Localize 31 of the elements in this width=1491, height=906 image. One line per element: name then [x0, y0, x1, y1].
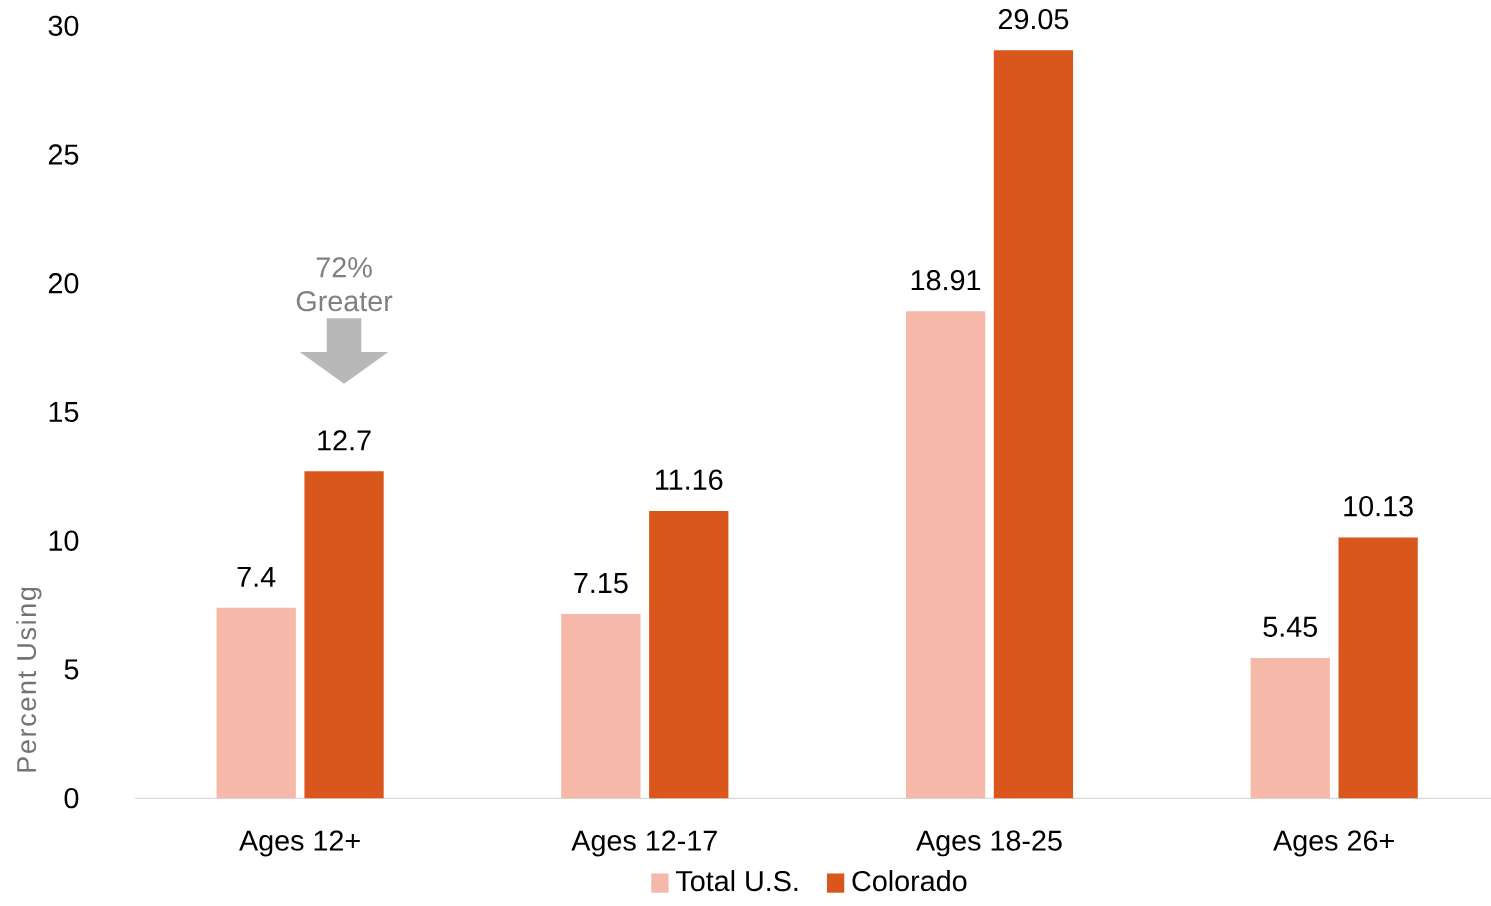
data-label: 10.13: [1344, 496, 1413, 517]
data-label: 7.15: [574, 573, 628, 594]
y-tick-label: 30: [48, 15, 79, 36]
y-tick-label: 0: [64, 788, 79, 809]
bar: [905, 311, 986, 799]
x-tick-label: Ages 26+: [1273, 830, 1394, 857]
y-tick-label: 10: [49, 530, 79, 551]
bar: [649, 510, 729, 799]
y-tick-label: 5: [64, 659, 79, 680]
bar: [561, 614, 641, 799]
y-tick-label: 15: [49, 401, 79, 423]
bar: [216, 607, 296, 799]
x-tick-label: Ages 12-17: [571, 830, 717, 857]
bar: [1338, 537, 1418, 799]
bar: [304, 471, 384, 799]
legend-label: Total U.S.: [675, 870, 798, 892]
data-label: 11.16: [656, 469, 723, 490]
annotation: 72% Greater: [296, 257, 393, 312]
y-tick-label: 25: [48, 144, 79, 165]
data-label: 29.05: [998, 8, 1069, 30]
x-tick-label: Ages 12+: [239, 830, 360, 857]
data-label: 5.45: [1263, 616, 1318, 637]
data-label: 12.7: [318, 430, 371, 451]
data-label: 18.91: [911, 270, 981, 291]
y-tick-label: 20: [48, 273, 79, 294]
data-label: 7.4: [237, 566, 276, 587]
legend-label: Colorado: [852, 870, 967, 892]
bar: [1250, 657, 1330, 799]
bar: [993, 50, 1074, 799]
y-axis-title: Percent Using: [16, 587, 42, 772]
x-tick-label: Ages 18-25: [916, 830, 1062, 857]
